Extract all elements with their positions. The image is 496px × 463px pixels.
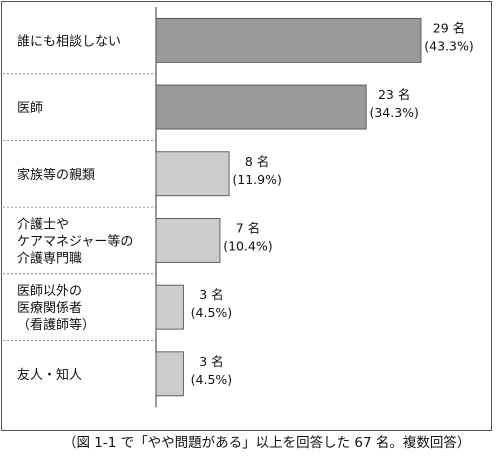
category-label: 介護士や [17, 216, 69, 232]
category-label: 介護専門職 [17, 250, 82, 266]
category-label: （看護師等） [17, 317, 95, 333]
bar-1 [155, 17, 422, 63]
percent-label: (10.4%) [223, 238, 272, 253]
category-label: ケアマネジャー等の [17, 233, 133, 249]
category-label: 医療関係者 [17, 301, 82, 316]
chart-frame [1, 1, 492, 431]
value-label: 23 名 [378, 87, 410, 102]
percent-label: (11.9%) [232, 172, 281, 187]
percent-label: (4.5%) [191, 305, 233, 320]
percent-label: (43.3%) [424, 38, 473, 53]
bar-6 [155, 351, 184, 397]
value-label: 3 名 [199, 287, 223, 302]
percent-label: (34.3%) [369, 105, 418, 120]
category-label: 誰にも相談しない [17, 33, 121, 49]
bar-5 [155, 284, 184, 330]
category-label: 家族等の親類 [17, 167, 95, 183]
chart-caption: （図 1-1 で「やや問題がある」以上を回答した 67 名。複数回答） [63, 435, 471, 451]
value-label: 29 名 [433, 20, 465, 35]
bar-4 [155, 218, 221, 263]
value-label: 7 名 [236, 220, 260, 235]
category-label: 医師 [17, 101, 43, 116]
value-label: 3 名 [199, 354, 223, 369]
category-label: 友人・知人 [17, 367, 82, 383]
value-label: 8 名 [245, 154, 269, 169]
bar-3 [155, 151, 230, 197]
bar-2 [155, 84, 367, 130]
percent-label: (4.5%) [191, 372, 233, 387]
category-label: 医師以外の [17, 284, 82, 299]
